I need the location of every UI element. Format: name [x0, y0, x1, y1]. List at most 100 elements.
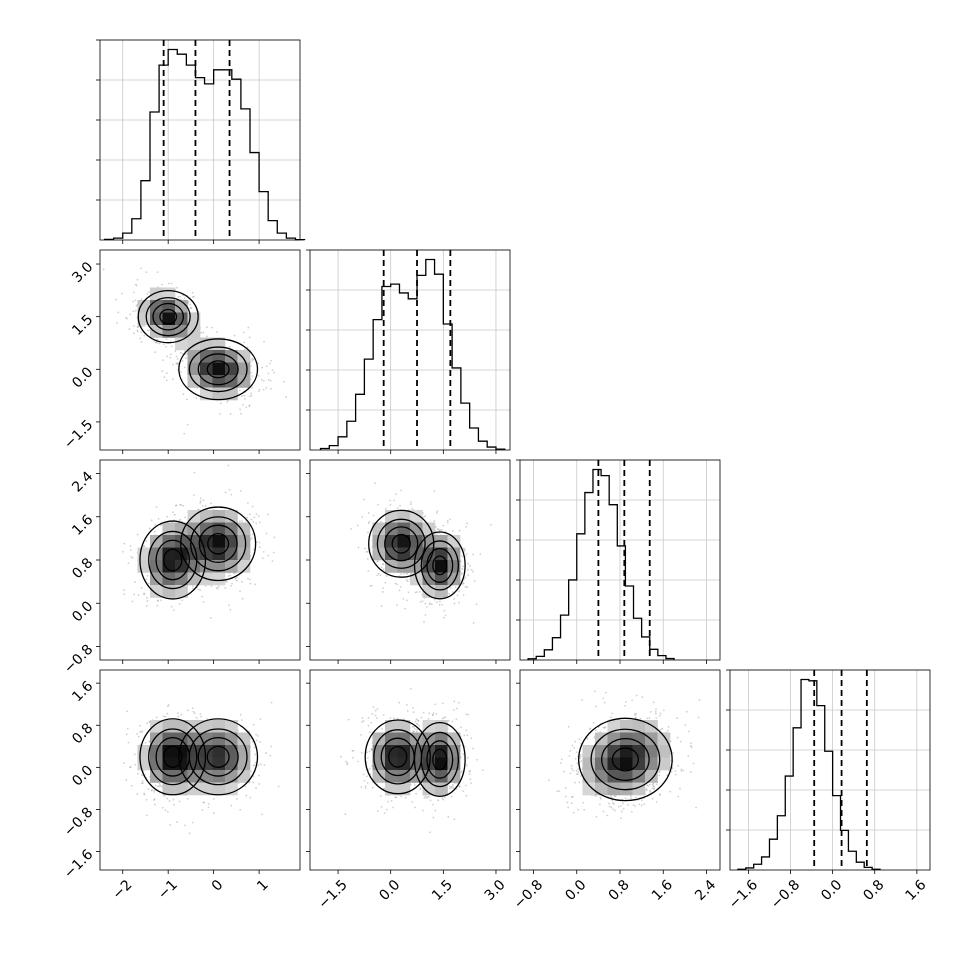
density-cell — [422, 782, 436, 796]
scatter-point — [144, 741, 147, 744]
scatter-point — [645, 788, 648, 791]
scatter-point — [246, 516, 249, 519]
scatter-point — [246, 502, 249, 504]
scatter-point — [402, 718, 405, 721]
scatter-point — [167, 282, 170, 285]
scatter-point — [160, 524, 163, 526]
scatter-point — [165, 337, 168, 340]
scatter-point — [192, 494, 195, 497]
scatter-point — [136, 325, 139, 328]
scatter-point — [141, 324, 144, 327]
scatter-point — [244, 397, 246, 400]
scatter-point — [146, 722, 149, 725]
scatter-point — [406, 573, 409, 575]
scatter-point — [460, 573, 463, 576]
contour-line — [188, 346, 248, 393]
scatter-point — [379, 574, 382, 577]
density-cell — [150, 732, 163, 746]
scatter-point — [383, 787, 385, 790]
scatter-point — [123, 589, 125, 591]
scatter-point — [443, 609, 446, 612]
contour-line — [198, 524, 238, 564]
density-cell — [372, 770, 386, 783]
scatter-point — [263, 340, 265, 343]
scatter-point — [126, 727, 129, 730]
scatter-point — [413, 730, 415, 733]
density-cell — [175, 770, 188, 783]
scatter-point — [466, 586, 469, 589]
density-cell — [150, 300, 163, 313]
scatter-point — [689, 742, 692, 745]
contour-line — [137, 290, 199, 344]
scatter-point — [462, 790, 465, 792]
scatter-point — [467, 713, 470, 716]
scatter-point — [468, 770, 471, 773]
scatter-point — [679, 787, 681, 790]
scatter-point — [398, 589, 401, 592]
scatter-point — [368, 750, 371, 753]
scatter-point — [252, 521, 255, 523]
scatter-point — [125, 733, 128, 736]
contour-line — [420, 731, 460, 788]
scatter-point — [139, 731, 141, 733]
panel-frame — [99, 249, 301, 451]
scatter-point — [432, 803, 434, 806]
scatter-point — [458, 785, 461, 788]
scatter-point — [129, 313, 132, 316]
scatter-point — [140, 267, 142, 270]
scatter-point — [148, 527, 151, 530]
scatter-point — [399, 504, 401, 507]
scatter-point — [135, 304, 138, 307]
scatter-point — [649, 791, 652, 793]
density-cell — [175, 572, 188, 586]
scatter-point — [141, 774, 143, 777]
scatter-point — [230, 804, 233, 807]
scatter-point — [226, 400, 229, 403]
scatter-point — [449, 518, 451, 521]
scatter-point — [197, 588, 200, 591]
density-cell — [212, 387, 226, 401]
scatter-point — [367, 724, 370, 727]
scatter-point — [423, 796, 426, 799]
scatter-point — [239, 808, 242, 811]
scatter-point — [169, 356, 172, 359]
contour-line — [207, 532, 230, 555]
scatter-point — [166, 712, 169, 715]
scatter-point — [360, 733, 363, 736]
scatter-point — [197, 508, 200, 511]
scatter-point — [251, 357, 253, 360]
scatter-point — [117, 311, 120, 314]
density-cell — [212, 732, 226, 746]
scatter-point — [442, 524, 445, 527]
scatter-point — [363, 779, 366, 782]
density-cell — [187, 362, 201, 376]
scatter-point — [389, 504, 392, 506]
scatter-point — [364, 787, 367, 790]
scatter-point — [381, 563, 384, 566]
scatter-point — [166, 797, 169, 800]
contour-line — [163, 548, 183, 572]
scatter-point — [154, 341, 157, 344]
scatter-point — [367, 531, 369, 534]
scatter-point — [258, 388, 261, 391]
scatter-point — [184, 357, 187, 360]
scatter-point — [393, 499, 395, 502]
scatter-point — [369, 585, 372, 587]
scatter-point — [456, 594, 459, 597]
scatter-point — [153, 789, 156, 792]
scatter-point — [229, 574, 232, 577]
scatter-point — [177, 715, 180, 718]
scatter-point — [192, 587, 194, 590]
scatter-point — [415, 792, 417, 795]
density-cell — [225, 560, 238, 573]
density-cell — [447, 535, 461, 548]
scatter-point — [366, 551, 369, 553]
scatter-point — [134, 581, 136, 583]
scatter-point — [158, 785, 161, 787]
scatter-point — [173, 513, 176, 516]
scatter-point — [438, 529, 441, 531]
density-cell — [162, 782, 176, 796]
scatter-point — [424, 795, 427, 798]
scatter-point — [406, 599, 408, 602]
scatter-point — [451, 785, 454, 788]
